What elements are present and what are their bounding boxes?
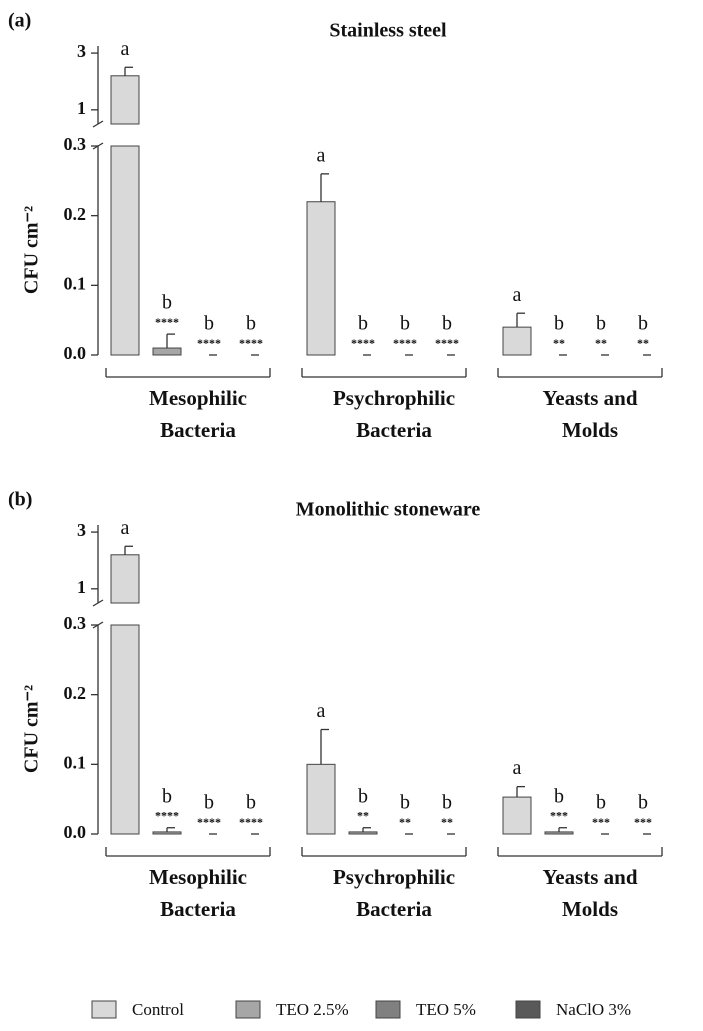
letter-label: b — [596, 313, 606, 335]
legend-label: Control — [132, 1000, 184, 1019]
legend-label: NaClO 3% — [556, 1000, 631, 1019]
x-tick-label: Bacteria — [356, 897, 432, 921]
letter-label: b — [554, 785, 564, 807]
y-tick-label: 0.1 — [64, 752, 87, 772]
letter-label: b — [204, 313, 214, 335]
letter-label: b — [162, 785, 172, 807]
letter-label: b — [400, 313, 410, 335]
x-tick-label: Bacteria — [160, 897, 236, 921]
significance-stars: **** — [197, 336, 221, 350]
bar-upper — [110, 554, 140, 604]
x-tick-label: Psychrophilic — [333, 865, 455, 889]
bar — [502, 796, 532, 835]
bar — [306, 763, 336, 835]
x-tick-label: Mesophilic — [149, 865, 247, 889]
letter-label: b — [442, 313, 452, 335]
letter-label: b — [638, 313, 648, 335]
significance-stars: *** — [634, 815, 652, 829]
y-tick-label: 1 — [77, 577, 86, 597]
significance-stars: **** — [393, 336, 417, 350]
legend-label: TEO 2.5% — [276, 1000, 349, 1019]
letter-label: b — [246, 313, 256, 335]
bar-upper — [110, 75, 140, 125]
significance-stars: **** — [239, 815, 263, 829]
x-tick-label: Yeasts and — [542, 386, 637, 410]
bar — [110, 145, 140, 356]
x-tick-label: Bacteria — [160, 418, 236, 442]
x-tick-label: Yeasts and — [542, 865, 637, 889]
panel-label: (b) — [8, 489, 32, 511]
letter-label: b — [442, 792, 452, 814]
legend-swatch — [515, 1000, 541, 1019]
bar — [502, 326, 532, 356]
significance-stars: ** — [441, 815, 453, 829]
letter-label: a — [317, 144, 326, 166]
y-tick-label: 0.0 — [64, 822, 87, 842]
letter-label: b — [554, 313, 564, 335]
letter-label: a — [513, 757, 522, 779]
y-axis-label: CFU cm⁻² — [21, 685, 43, 773]
y-tick-label: 0.2 — [64, 683, 87, 703]
legend-swatch — [91, 1000, 117, 1019]
significance-stars: *** — [592, 815, 610, 829]
x-tick-label: Psychrophilic — [333, 386, 455, 410]
y-axis-label: CFU cm⁻² — [21, 206, 43, 294]
significance-stars: ** — [357, 808, 369, 822]
y-tick-label: 3 — [77, 520, 86, 540]
bar — [544, 831, 574, 835]
significance-stars: ** — [399, 815, 411, 829]
letter-label: b — [638, 792, 648, 814]
panel-label: (a) — [8, 10, 31, 32]
significance-stars: **** — [435, 336, 459, 350]
letter-label: b — [596, 792, 606, 814]
panel-title: Stainless steel — [329, 20, 447, 42]
legend-label: TEO 5% — [416, 1000, 476, 1019]
significance-stars: **** — [155, 315, 179, 329]
panel-title: Monolithic stoneware — [296, 499, 481, 521]
x-tick-label: Molds — [562, 418, 618, 442]
letter-label: a — [121, 517, 130, 539]
bar — [348, 831, 378, 835]
significance-stars: ** — [637, 336, 649, 350]
x-tick-label: Molds — [562, 897, 618, 921]
significance-stars: ** — [553, 336, 565, 350]
letter-label: b — [246, 792, 256, 814]
x-tick-label: Bacteria — [356, 418, 432, 442]
bar — [306, 201, 336, 356]
letter-label: a — [317, 700, 326, 722]
letter-label: b — [204, 792, 214, 814]
axis-break — [92, 120, 104, 128]
legend-swatch — [235, 1000, 261, 1019]
y-tick-label: 0.3 — [64, 134, 87, 154]
letter-label: b — [162, 292, 172, 314]
y-tick-label: 0.0 — [64, 343, 87, 363]
letter-label: a — [121, 38, 130, 60]
y-tick-label: 0.3 — [64, 613, 87, 633]
x-tick-label: Mesophilic — [149, 386, 247, 410]
bar — [152, 831, 182, 835]
significance-stars: **** — [197, 815, 221, 829]
y-tick-label: 0.1 — [64, 273, 87, 293]
legend-swatch — [375, 1000, 401, 1019]
y-tick-label: 3 — [77, 41, 86, 61]
bar — [152, 347, 182, 356]
significance-stars: **** — [351, 336, 375, 350]
letter-label: b — [358, 313, 368, 335]
significance-stars: ** — [595, 336, 607, 350]
axis-break — [92, 599, 104, 607]
y-tick-label: 0.2 — [64, 204, 87, 224]
significance-stars: **** — [155, 808, 179, 822]
significance-stars: **** — [239, 336, 263, 350]
letter-label: b — [358, 785, 368, 807]
bar — [110, 624, 140, 835]
significance-stars: *** — [550, 808, 568, 822]
letter-label: b — [400, 792, 410, 814]
letter-label: a — [513, 284, 522, 306]
y-tick-label: 1 — [77, 98, 86, 118]
